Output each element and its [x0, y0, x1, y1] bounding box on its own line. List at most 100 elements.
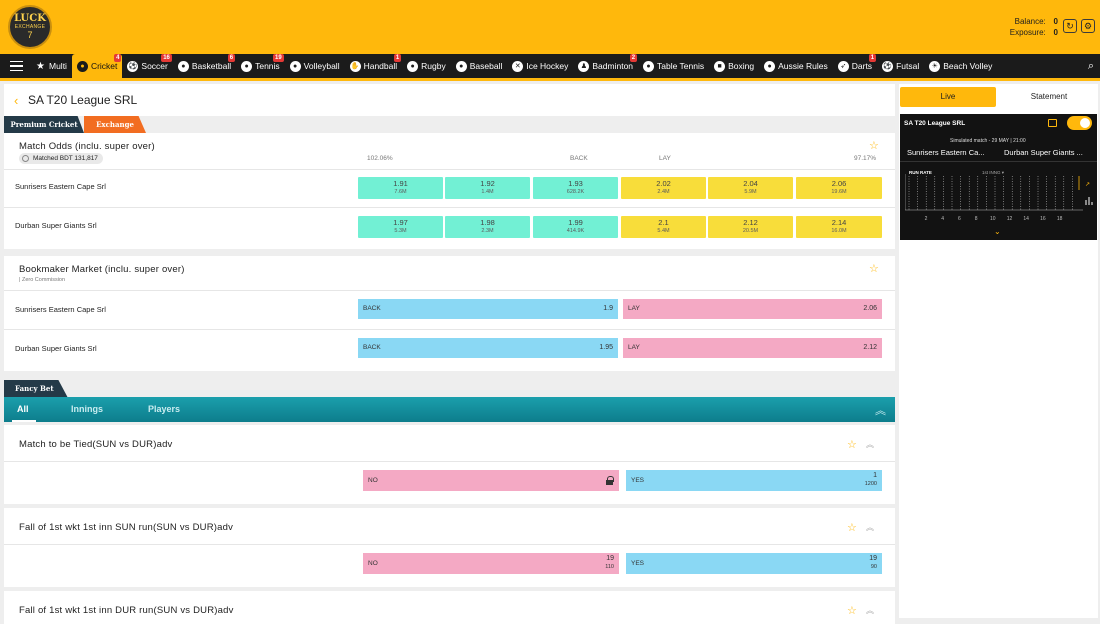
collapse-icon[interactable]: ︽ [875, 405, 886, 417]
nav-item-baseball[interactable]: ● Baseball [451, 54, 508, 78]
x-tick-label: 14 [1023, 216, 1029, 222]
nav-item-cricket[interactable]: ● Cricket 4 [71, 54, 123, 78]
nav-item-badminton[interactable]: ♟ Badminton 2 [573, 54, 638, 78]
fancy-no-cell[interactable]: NO [363, 470, 619, 491]
back-odds-cell[interactable]: 1.93 628.2K [533, 177, 618, 199]
expand-chevron-icon[interactable]: ⌄ [994, 227, 1001, 236]
x-tick-label: 12 [1007, 216, 1013, 222]
lay-odds-cell[interactable]: 2.02 2.4M [621, 177, 706, 199]
favorite-star-icon[interactable]: ☆ [869, 263, 879, 275]
nav-item-tennis[interactable]: ● Tennis 19 [236, 54, 285, 78]
live-count-badge: 16 [161, 54, 172, 62]
tab-statement[interactable]: Statement [1030, 92, 1068, 101]
nav-item-label: Handball [363, 61, 398, 71]
collapse-chevron-icon[interactable]: ︽ [866, 440, 874, 449]
nav-item-rugby[interactable]: ● Rugby [402, 54, 451, 78]
nav-item-volleyball[interactable]: ● Volleyball [285, 54, 345, 78]
matched-amount-badge: Matched BDT 131,817 [19, 153, 103, 164]
tab-fancy-bet[interactable]: Fancy Bet [4, 380, 68, 398]
futsal-icon: ⚽ [882, 60, 894, 72]
nav-item-label: Table Tennis [657, 61, 705, 71]
nav-item-label: Basketball [191, 61, 232, 71]
nav-item-label: Rugby [421, 61, 446, 71]
back-odds-cell[interactable]: 1.92 1.4M [445, 177, 530, 199]
nav-item-label: Multi [49, 61, 67, 71]
live-count-badge: 2 [629, 54, 638, 62]
filter-players[interactable]: Players [148, 404, 181, 414]
handball-icon: ✋ [349, 60, 361, 72]
back-odds-cell[interactable]: 1.91 7.6M [358, 177, 443, 199]
x-tick-label: 10 [990, 216, 996, 222]
collapse-chevron-icon[interactable]: ︽ [866, 606, 874, 615]
tv-icon[interactable] [1048, 119, 1057, 127]
nav-item-label: Volleyball [303, 61, 340, 71]
collapse-chevron-icon[interactable]: ︽ [866, 523, 874, 532]
menu-icon[interactable] [0, 54, 30, 78]
page-title: SA T20 League SRL [28, 93, 138, 107]
favorite-star-icon[interactable]: ☆ [847, 522, 857, 534]
favorite-star-icon[interactable]: ☆ [869, 140, 879, 152]
x-tick-label: 2 [925, 216, 928, 222]
search-icon[interactable]: ⌕ [1087, 60, 1094, 72]
live-count-badge: 1 [868, 54, 877, 62]
nav-item-boxing[interactable]: ■ Boxing [709, 54, 759, 78]
lay-odds-cell[interactable]: 2.14 16.0M [796, 216, 882, 238]
favorite-star-icon[interactable]: ☆ [847, 439, 857, 451]
tab-exchange[interactable]: Exchange [84, 116, 146, 133]
settings-button[interactable]: ⚙ [1081, 19, 1095, 33]
fancy-yes-cell[interactable]: YES 19 90 [626, 553, 882, 574]
bookmaker-back-cell[interactable]: BACK 1.95 [358, 338, 618, 358]
account-summary: Balance: 0 Exposure: 0 [1010, 16, 1058, 38]
lay-odds-cell[interactable]: 2.1 5.4M [621, 216, 706, 238]
innings-select[interactable]: 1st INNG ▾ [982, 170, 1005, 175]
nav-item-soccer[interactable]: ⚽ Soccer 16 [122, 54, 172, 78]
bookmaker-back-cell[interactable]: BACK 1.9 [358, 299, 618, 319]
lay-odds-cell[interactable]: 2.12 20.5M [708, 216, 793, 238]
refresh-button[interactable]: ↻ [1063, 19, 1077, 33]
lay-percentage: 97.17% [854, 155, 877, 162]
brand-logo[interactable]: LUCK EXCHANGE 7 [8, 5, 52, 49]
run-rate-label: RUN RATE [909, 170, 932, 175]
bookmaker-lay-cell[interactable]: LAY 2.06 [623, 299, 882, 319]
nav-item-handball[interactable]: ✋ Handball 1 [345, 54, 403, 78]
nav-item-ice-hockey[interactable]: ✕ Ice Hockey [507, 54, 573, 78]
nav-item-multi[interactable]: ★ Multi [30, 54, 72, 78]
match-odds-card: Match Odds (inclu. super over) ☆ Matched… [4, 133, 895, 249]
lay-odds-cell[interactable]: 2.04 5.9M [708, 177, 793, 199]
top-header: LUCK EXCHANGE 7 Balance: 0 Exposure: 0 ↻… [0, 0, 1100, 54]
filter-all[interactable]: All [17, 404, 29, 414]
lay-odds-cell[interactable]: 2.06 19.6M [796, 177, 882, 199]
back-chevron-icon[interactable]: ‹ [14, 93, 19, 108]
nav-item-aussie-rules[interactable]: ● Aussie Rules [759, 54, 833, 78]
logo-number: 7 [27, 30, 33, 40]
tab-premium-cricket[interactable]: Premium Cricket [4, 116, 84, 133]
exposure-label: Exposure: [1009, 28, 1046, 37]
nav-item-beach-volley[interactable]: ☀ Beach Volley [924, 54, 997, 78]
runner-name: Durban Super Giants Srl [15, 221, 97, 230]
back-odds-cell[interactable]: 1.98 2.3M [445, 216, 530, 238]
nav-item-darts[interactable]: ➶ Darts 1 [833, 54, 877, 78]
nav-item-label: Cricket [90, 61, 118, 71]
fancy-no-cell[interactable]: NO 19 110 [363, 553, 619, 574]
nav-item-table-tennis[interactable]: ● Table Tennis [638, 54, 709, 78]
back-odds-cell[interactable]: 1.99 414.9K [533, 216, 618, 238]
nav-item-label: Baseball [469, 61, 503, 71]
favorite-star-icon[interactable]: ☆ [847, 605, 857, 617]
balance-label: Balance: [1014, 17, 1046, 26]
fancy-yes-cell[interactable]: YES 1 1200 [626, 470, 882, 491]
fancy-market-title: Fall of 1st wkt 1st inn SUN run(SUN vs D… [19, 522, 234, 533]
filter-innings[interactable]: Innings [71, 404, 103, 414]
aussie-rules-icon: ● [764, 60, 776, 72]
nav-item-basketball[interactable]: ● Basketball 6 [173, 54, 236, 78]
live-count-badge: 4 [114, 54, 122, 62]
market-title: Match Odds (inclu. super over) [19, 141, 155, 152]
bookmaker-lay-cell[interactable]: LAY 2.12 [623, 338, 882, 358]
tab-live[interactable]: Live [900, 87, 996, 107]
live-toggle[interactable] [1067, 116, 1092, 130]
back-odds-cell[interactable]: 1.97 5.3M [358, 216, 443, 238]
exposure-value: 0 [1053, 28, 1058, 37]
refresh-icon: ↻ [1066, 20, 1074, 31]
runner-name: Sunrisers Eastern Cape Srl [15, 305, 106, 314]
live-match-widget: SA T20 League SRL Simulated match - 29 M… [900, 114, 1097, 240]
nav-item-futsal[interactable]: ⚽ Futsal [877, 54, 924, 78]
